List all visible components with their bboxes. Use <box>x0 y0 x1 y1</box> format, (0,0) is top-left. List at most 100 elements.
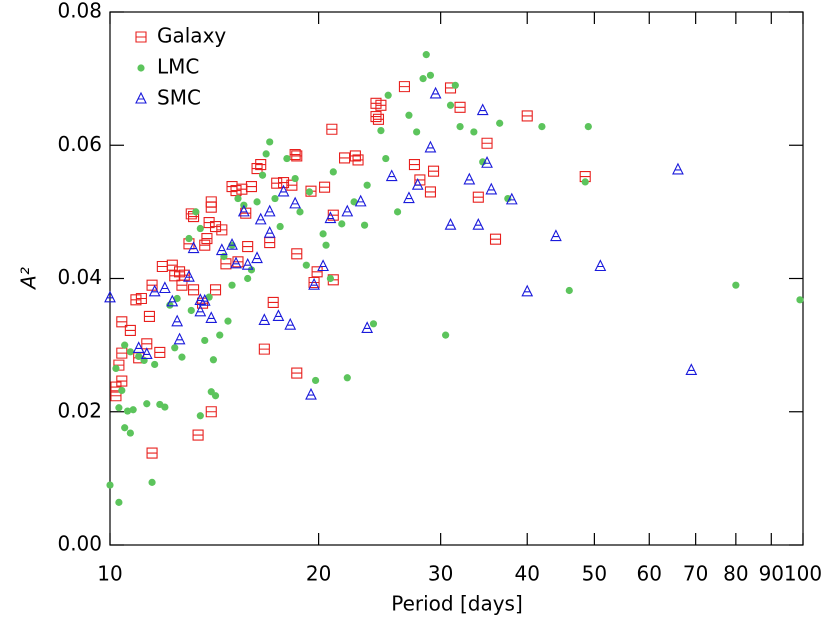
point <box>414 174 426 186</box>
point <box>463 172 476 185</box>
point <box>244 274 252 283</box>
point <box>121 424 129 432</box>
point <box>166 259 178 271</box>
point <box>135 352 143 361</box>
point <box>211 392 220 400</box>
point <box>236 183 248 195</box>
point <box>263 225 276 238</box>
point <box>258 343 270 355</box>
point <box>201 336 209 345</box>
point <box>148 284 161 297</box>
point <box>196 224 204 233</box>
x-tick-label: 70 <box>683 562 708 586</box>
point <box>198 293 211 306</box>
point <box>361 321 374 334</box>
point <box>173 332 186 345</box>
point <box>579 171 591 183</box>
point <box>254 212 267 225</box>
point <box>156 260 168 273</box>
point <box>115 498 123 506</box>
point <box>205 406 217 418</box>
point <box>372 113 385 125</box>
point <box>253 198 261 206</box>
point <box>472 217 485 230</box>
point <box>220 258 232 270</box>
point <box>154 346 166 359</box>
point <box>173 294 181 303</box>
point <box>476 103 489 116</box>
point <box>319 230 327 238</box>
point <box>188 284 200 296</box>
point <box>187 241 200 254</box>
point <box>398 81 410 93</box>
point <box>442 331 450 339</box>
point <box>118 386 126 395</box>
point <box>427 165 440 177</box>
point <box>581 178 589 186</box>
point <box>422 51 430 59</box>
point <box>354 194 367 207</box>
x-tick-label: 90 <box>759 562 784 586</box>
point <box>308 277 320 290</box>
point <box>209 284 222 296</box>
point <box>151 360 159 369</box>
x-axis-label: Period [days] <box>391 592 523 616</box>
point <box>115 404 123 412</box>
y-tick-label: 0.06 <box>57 132 102 156</box>
y-axis-label: A² <box>17 267 41 291</box>
point <box>408 159 421 171</box>
point <box>302 261 310 269</box>
point <box>672 162 684 175</box>
point <box>205 196 217 208</box>
point <box>424 186 436 198</box>
point <box>413 128 421 136</box>
point <box>129 406 137 414</box>
point <box>266 138 274 146</box>
point <box>384 91 392 99</box>
point <box>481 137 493 149</box>
point <box>350 198 358 206</box>
point <box>215 243 228 256</box>
point <box>594 259 607 272</box>
x-tick-label: 60 <box>637 562 662 586</box>
point <box>796 296 804 304</box>
point <box>126 429 134 437</box>
point <box>158 281 171 294</box>
point <box>148 478 156 486</box>
legend-marker <box>135 31 147 43</box>
point <box>201 232 213 245</box>
point <box>360 221 369 229</box>
point <box>209 220 222 233</box>
point <box>272 309 285 322</box>
point <box>550 229 562 242</box>
point <box>521 110 533 122</box>
point <box>470 128 478 136</box>
point <box>203 216 215 229</box>
point <box>271 177 283 189</box>
point <box>264 236 276 249</box>
point <box>369 320 378 328</box>
x-tick-label: 20 <box>306 562 331 586</box>
point <box>116 375 128 387</box>
point <box>505 192 518 205</box>
point <box>146 447 158 459</box>
point <box>329 168 337 176</box>
point <box>326 123 338 135</box>
point <box>411 177 424 190</box>
point <box>240 207 252 219</box>
point <box>226 237 238 250</box>
point <box>382 154 390 163</box>
x-tick-label: 30 <box>428 562 453 586</box>
point <box>251 251 263 264</box>
point <box>267 296 279 309</box>
point <box>291 248 303 260</box>
point <box>112 364 120 373</box>
point <box>308 276 320 289</box>
point <box>161 403 169 411</box>
point <box>538 122 546 131</box>
point <box>454 101 466 113</box>
point <box>284 317 297 330</box>
point <box>338 220 346 228</box>
x-tick-label: 80 <box>723 562 748 586</box>
point <box>343 374 351 382</box>
